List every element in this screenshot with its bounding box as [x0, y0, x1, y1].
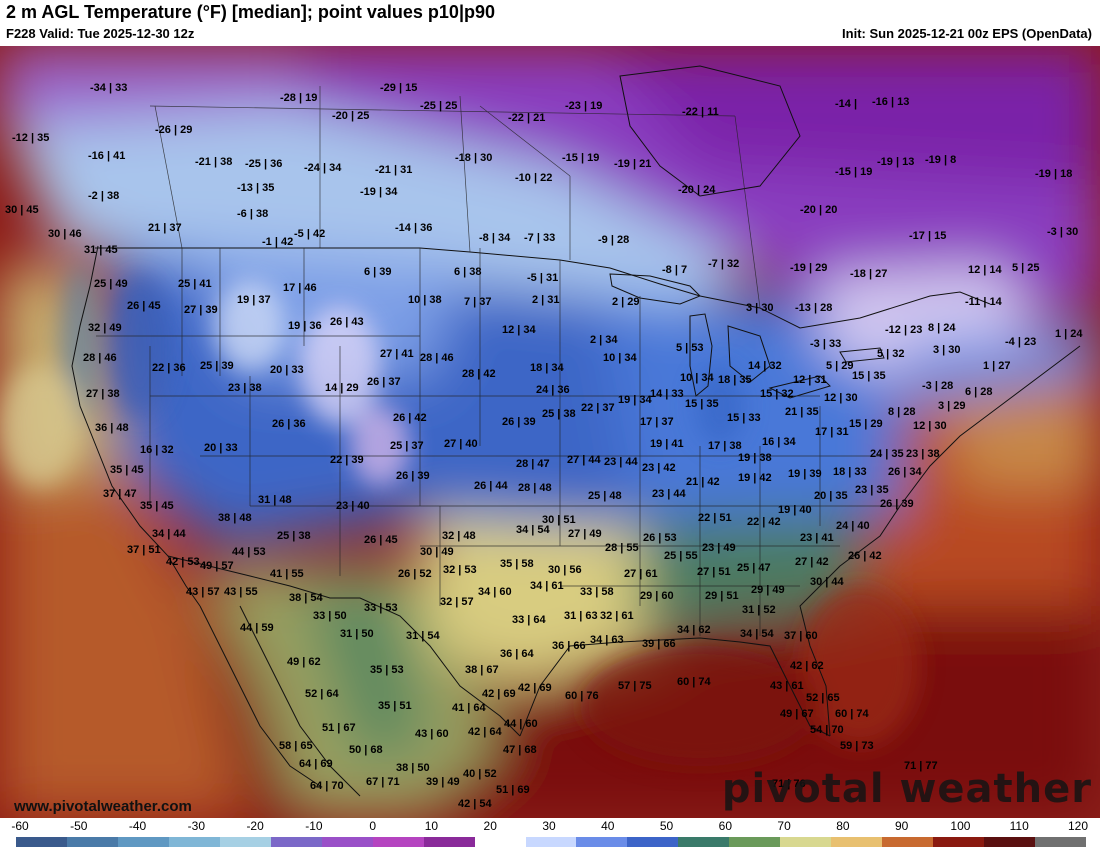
colorbar-segment — [117, 837, 169, 847]
colorbar-segment — [66, 837, 118, 847]
lake-michigan — [689, 313, 713, 397]
colorbar-segment — [576, 837, 628, 847]
us-mexico-border — [167, 555, 521, 737]
colorbar-segment — [423, 837, 475, 847]
colorbar-segment — [627, 837, 679, 847]
atlantic-coast — [799, 345, 1081, 737]
map-title: 2 m AGL Temperature (°F) [median]; point… — [6, 2, 495, 22]
colorbar-segment — [678, 837, 730, 847]
colorbar-segment — [780, 837, 832, 847]
legend-tick-label: -20 — [246, 819, 264, 833]
colorbar-segment — [474, 837, 526, 847]
colorbar-segment — [729, 837, 781, 847]
gulf-coast — [519, 637, 831, 737]
province-lines — [149, 86, 761, 309]
hudson-bay — [619, 65, 801, 197]
colorbar-segment — [372, 837, 424, 847]
legend-tick-label: 20 — [483, 819, 497, 833]
temperature-field — [0, 46, 1100, 818]
lake-superior — [609, 273, 701, 305]
mexico-west-coast — [239, 605, 361, 797]
legend-tick-label: 10 — [424, 819, 439, 833]
legend-tick-label: -30 — [187, 819, 205, 833]
baja-coast — [199, 605, 321, 787]
colorbar-segment — [525, 837, 577, 847]
legend-tick-label: 110 — [1009, 819, 1029, 833]
colorbar-segment — [321, 837, 373, 847]
legend-tick-label: -40 — [128, 819, 147, 833]
watermark-url: www.pivotalweather.com — [14, 798, 192, 815]
map-canvas — [0, 46, 1100, 818]
legend-tick-label: 40 — [601, 819, 615, 833]
legend-colorbar — [16, 837, 1087, 847]
lake-ontario — [839, 347, 885, 363]
legend-tick-label: 50 — [659, 819, 674, 833]
legend-tick-label: 60 — [718, 819, 733, 833]
colorbar-segment — [933, 837, 985, 847]
map-header: 2 m AGL Temperature (°F) [median]; point… — [0, 0, 1100, 46]
legend-tick-label: 100 — [950, 819, 971, 833]
legend-tick-label: 70 — [777, 819, 791, 833]
west-coast — [71, 245, 201, 607]
colorbar-segment — [16, 837, 67, 847]
lake-huron — [727, 325, 771, 383]
init-time: Init: Sun 2025-12-21 00z EPS (OpenData) — [842, 26, 1092, 41]
legend-tick-label: 30 — [542, 819, 556, 833]
colorbar-segment — [984, 837, 1036, 847]
colorbar-segment — [168, 837, 220, 847]
lake-erie — [768, 375, 831, 399]
legend-tick-label: 0 — [369, 819, 376, 833]
state-lines — [96, 248, 900, 636]
temperature-legend: -60 -50 -40 -30 -20 -10 0 10 20 30 40 50 60 70 80 90 100… — [0, 818, 1100, 850]
colorbar-segment — [831, 837, 883, 847]
valid-time: F228 Valid: Tue 2025-12-30 12z — [6, 26, 195, 41]
legend-tick-label: -60 — [11, 819, 29, 833]
legend-tick-label: 80 — [836, 819, 850, 833]
watermark-logo: pivotal weather — [721, 766, 1092, 812]
temperature-map[interactable]: -34 | 33 -29 | 15 -28 | 19 -25 | 25 -23 | 19… — [0, 46, 1100, 818]
legend-tick-label: 120 — [1067, 819, 1089, 833]
legend-tick-label: 90 — [894, 819, 909, 833]
colorbar-segment — [1035, 837, 1087, 847]
colorbar-segment — [270, 837, 322, 847]
colorbar-segment — [882, 837, 934, 847]
legend-tick-label: -10 — [305, 819, 323, 833]
terrain-detail — [0, 266, 920, 766]
legend-tick-label: -50 — [70, 819, 88, 833]
colorbar-segment — [219, 837, 271, 847]
